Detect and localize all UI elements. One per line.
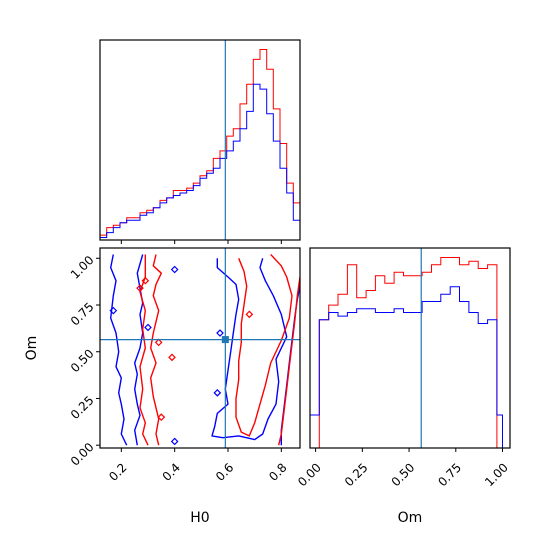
contour-line-5 (235, 254, 293, 437)
joint-xtick-label: 0.2 (106, 460, 129, 483)
h0-histogram-panel (99, 39, 301, 244)
om-hist-series-0 (310, 257, 503, 448)
contour-island-7 (216, 329, 224, 337)
joint-xtick-label: 0.8 (266, 460, 289, 483)
joint-ytick-label: 0.75 (68, 300, 97, 329)
joint-ytick-label: 0.50 (68, 346, 97, 375)
contour-line-0 (110, 254, 128, 446)
om-hist-xtick-label: 0.75 (435, 460, 464, 489)
contour-island-11 (170, 437, 179, 446)
contour-line-1 (134, 254, 144, 446)
joint-xlabel: H0 (190, 510, 209, 526)
joint-ytick-label: 0.00 (68, 440, 97, 469)
om-hist-xtick-label: 1.00 (482, 460, 511, 489)
joint-xtick-label: 0.6 (213, 460, 236, 483)
om-hist-series-1 (310, 286, 503, 448)
joint-ylabel: Om (24, 336, 40, 361)
contour-island-6 (168, 353, 176, 362)
h0-hist-frame (99, 39, 301, 241)
om-hist-xtick-label: 0.00 (295, 460, 324, 489)
contour-line-3 (139, 254, 149, 446)
contour-island-4 (144, 323, 152, 332)
contour-line-4 (211, 258, 288, 441)
joint-ytick-label: 1.00 (68, 253, 97, 282)
contour-line-7 (278, 276, 300, 446)
contour-line-2 (150, 254, 162, 446)
contour-island-10 (157, 413, 166, 422)
h0-hist-series-1 (100, 83, 300, 240)
contour-island-2 (109, 306, 118, 315)
contour-island-3 (136, 284, 144, 293)
h0-hist-series-0 (100, 49, 300, 240)
contour-island-9 (245, 310, 254, 319)
joint-ytick-label: 0.25 (68, 393, 97, 422)
joint-frame (99, 247, 301, 449)
om-hist-xtick-label: 0.50 (389, 460, 418, 489)
contour-island-5 (154, 338, 163, 347)
joint-contour-panel: 0.2 0.4 0.6 0.8 0.00 0.25 0.50 0.75 1.00 H0 Om (24, 247, 301, 526)
contour-island-8 (213, 389, 222, 397)
contour-island-0 (141, 276, 150, 285)
om-histogram-panel: 0.00 0.25 0.50 0.75 1.00 Om (295, 247, 511, 526)
joint-xtick-label: 0.4 (160, 460, 183, 483)
truth-marker (221, 336, 229, 344)
om-hist-xtick-label: 0.25 (342, 460, 371, 489)
om-xlabel: Om (398, 510, 423, 526)
om-hist-frame (309, 247, 511, 449)
contour-island-1 (170, 265, 179, 274)
